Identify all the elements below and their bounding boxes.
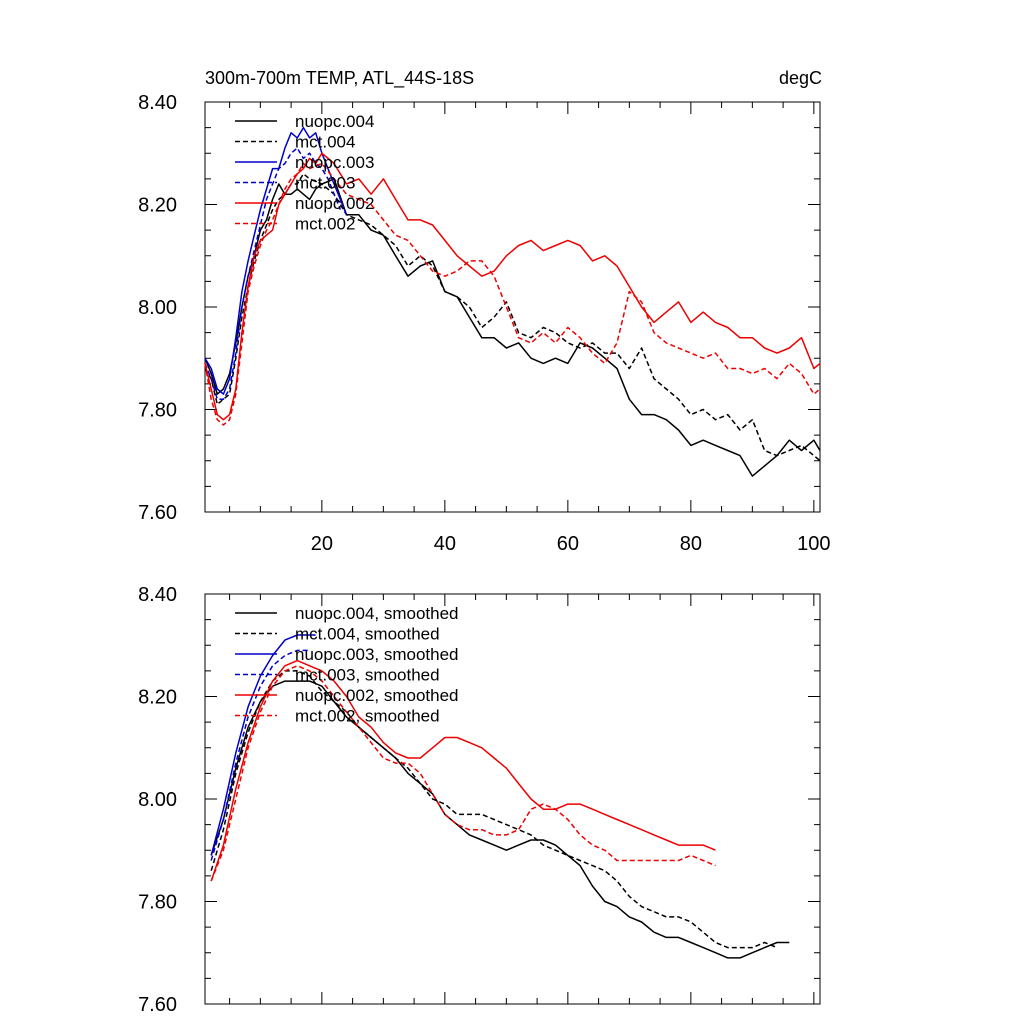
series-line <box>204 162 821 426</box>
legend-label: mct.004 <box>295 133 355 152</box>
series-line <box>210 670 778 949</box>
chart-units-label: degC <box>779 68 822 88</box>
series-line <box>210 680 790 959</box>
series-line <box>210 634 316 856</box>
x-tick-label: 80 <box>680 533 702 555</box>
legend-label: mct.002 <box>295 215 355 234</box>
legend-label: mct.002, smoothed <box>295 707 440 726</box>
y-tick-label: 8.20 <box>138 195 177 217</box>
legend-label: mct.003, smoothed <box>295 666 440 685</box>
y-tick-label: 7.60 <box>138 994 177 1016</box>
series-line <box>204 126 348 395</box>
series-line <box>204 178 821 477</box>
y-tick-label: 8.40 <box>138 92 177 114</box>
x-tick-label: 40 <box>434 533 456 555</box>
series-line <box>210 659 716 882</box>
x-tick-label: 100 <box>797 533 830 555</box>
legend-label: nuopc.004 <box>295 112 374 131</box>
legend-label: nuopc.003 <box>295 153 374 172</box>
series-line <box>204 173 821 462</box>
y-tick-label: 8.00 <box>138 789 177 811</box>
y-tick-label: 7.60 <box>138 502 177 524</box>
x-tick-label: 60 <box>557 533 579 555</box>
legend-label: nuopc.003, smoothed <box>295 645 459 664</box>
y-tick-label: 7.80 <box>138 400 177 422</box>
legend-label: mct.004, smoothed <box>295 625 440 644</box>
legend-label: mct.003 <box>295 174 355 193</box>
legend-label: nuopc.004, smoothed <box>295 604 459 623</box>
chart-title: 300m-700m TEMP, ATL_44S-18S <box>205 68 474 89</box>
y-tick-label: 8.20 <box>138 687 177 709</box>
top-panel: 20 40 60 80 100 7.60 7.80 8.00 8.20 8.40 nuopc.004… <box>138 92 830 555</box>
y-tick-label: 8.40 <box>138 584 177 606</box>
y-tick-label: 8.00 <box>138 297 177 319</box>
series-line <box>210 665 716 882</box>
y-tick-label: 7.80 <box>138 892 177 914</box>
legend-label: nuopc.002, smoothed <box>295 686 459 705</box>
legend-label: nuopc.002 <box>295 194 374 213</box>
bottom-panel: 7.60 7.80 8.00 8.20 8.40 nuopc.004, smoothed m… <box>138 584 821 1016</box>
x-tick-label: 20 <box>311 533 333 555</box>
series-line <box>204 152 821 421</box>
